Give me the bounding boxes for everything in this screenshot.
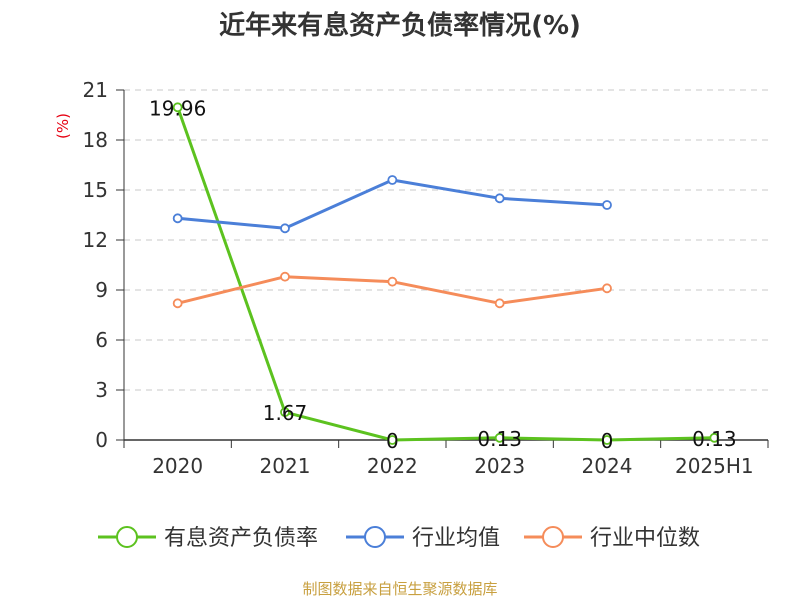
legend-label: 有息资产负债率 (164, 526, 318, 551)
axes: 0 3 6 9 12 15 18 21 2020 2021 2022 2023 2024 2025H1 (83, 78, 769, 478)
data-point[interactable] (172, 102, 183, 113)
y-tick-label: 21 (83, 78, 108, 102)
data-point[interactable] (280, 223, 290, 234)
x-tick-label-2025H1: 2025H1 (675, 454, 754, 478)
chart-title: 近年来有息资产负债率情况(%) (219, 10, 581, 41)
data-point[interactable] (494, 193, 505, 204)
source-note: 制图数据来自恒生聚源数据库 (302, 580, 497, 598)
data-point[interactable] (494, 432, 505, 443)
y-axis-unit-label: (%) (54, 113, 72, 139)
data-point[interactable] (602, 283, 612, 294)
data-label: 0.13 (477, 427, 522, 451)
legend-label: 行业中位数 (590, 526, 700, 551)
legend-item-0[interactable]: 有息资产负债率 (98, 526, 318, 551)
x-tick-label-2023: 2023 (474, 454, 525, 478)
data-point[interactable] (602, 435, 612, 445)
y-tick-label: 15 (83, 178, 108, 202)
legend-marker-icon (116, 526, 138, 548)
data-point[interactable] (602, 200, 612, 210)
y-tick-label: 3 (95, 378, 108, 402)
y-tick-label: 6 (95, 328, 108, 352)
gridlines (124, 89, 768, 391)
legend-marker-icon (364, 526, 386, 548)
data-point[interactable] (387, 175, 398, 185)
legend-marker-icon (542, 526, 564, 548)
data-point[interactable] (387, 276, 398, 287)
data-point[interactable] (280, 271, 290, 282)
data-label: 19.96 (149, 96, 206, 120)
data-label: 0 (601, 429, 614, 453)
data-point[interactable] (709, 432, 720, 443)
series-lines (172, 102, 720, 445)
data-point[interactable] (172, 298, 183, 309)
data-point[interactable] (172, 213, 183, 224)
legend[interactable]: 有息资产负债率 行业均值 行业中位数 (98, 526, 700, 551)
y-tick-label: 12 (83, 228, 108, 252)
x-tick-label-2024: 2024 (582, 454, 633, 478)
data-label: 0 (386, 429, 399, 453)
data-labels: 19.96 1.67 0 0.13 0 0.13 (149, 96, 737, 453)
y-tick-label: 0 (95, 428, 108, 452)
data-label: 1.67 (263, 401, 308, 425)
data-label: 0.13 (692, 427, 737, 451)
legend-item-1[interactable]: 行业均值 (346, 526, 500, 551)
x-tick-label-2020: 2020 (152, 454, 203, 478)
y-tick-label: 18 (83, 128, 108, 152)
data-point[interactable] (494, 298, 505, 309)
legend-item-2[interactable]: 行业中位数 (524, 526, 700, 551)
data-point[interactable] (280, 407, 290, 418)
y-tick-label: 9 (95, 278, 108, 302)
data-point[interactable] (387, 435, 398, 445)
series-line-1 (177, 178, 608, 230)
series-line-0 (176, 106, 715, 442)
x-tick-label-2021: 2021 (260, 454, 311, 478)
legend-label: 行业均值 (412, 526, 500, 551)
x-tick-label-2022: 2022 (367, 454, 418, 478)
